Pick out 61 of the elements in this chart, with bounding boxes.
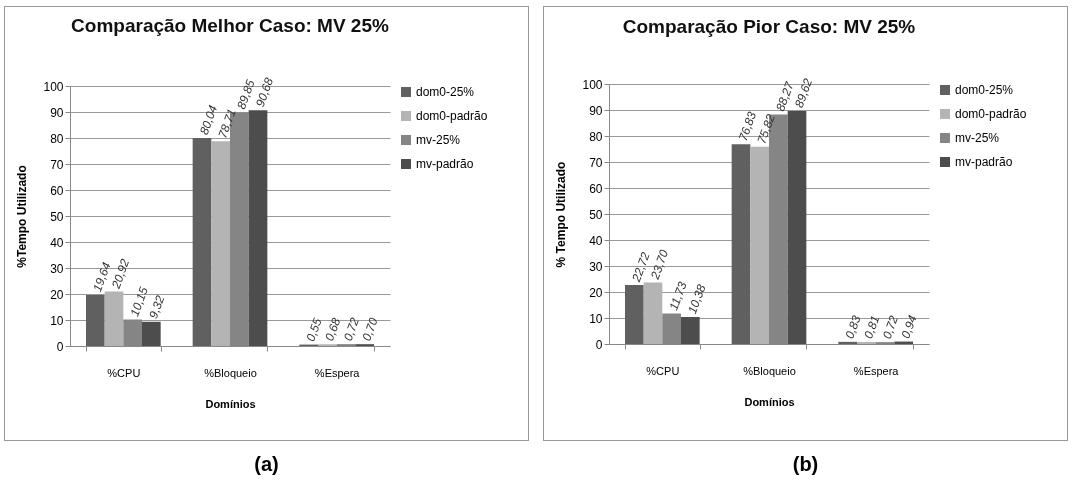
y-tick-label: 60 — [589, 181, 603, 196]
x-axis-title: Domínios — [205, 397, 256, 410]
bar — [750, 146, 769, 344]
legend-label: mv-25% — [416, 133, 461, 147]
y-tick-label: 80 — [50, 131, 64, 146]
legend-label: dom0-25% — [416, 85, 475, 99]
y-tick-label: 90 — [589, 103, 603, 118]
bar — [211, 141, 230, 346]
data-label: 0,55 — [303, 316, 325, 344]
y-tick-label: 40 — [589, 233, 603, 248]
y-tick-label: 70 — [589, 155, 603, 170]
bar — [643, 282, 663, 344]
x-tick-label: %Espera — [853, 364, 900, 377]
legend-label: mv-25% — [955, 131, 1000, 145]
legend-label: dom0-padrão — [955, 107, 1027, 121]
y-tick-label: 100 — [43, 79, 64, 94]
x-tick-label: %Bloqueio — [204, 366, 257, 379]
bar — [681, 317, 700, 344]
legend-label: dom0-25% — [955, 83, 1014, 97]
chart-title: Comparação Pior Caso: MV 25% — [622, 15, 916, 37]
y-tick-label: 20 — [589, 285, 603, 300]
x-tick-label: %CPU — [107, 366, 141, 379]
y-tick-label: 100 — [582, 77, 603, 92]
y-tick-label: 40 — [50, 235, 64, 250]
y-tick-label: 90 — [50, 105, 64, 120]
y-tick-label: 10 — [589, 311, 603, 326]
bar — [104, 291, 124, 346]
legend-label: mv-padrão — [416, 157, 474, 171]
y-axis-title: %Tempo Utilizado — [15, 165, 30, 268]
y-tick-label: 10 — [50, 313, 64, 328]
legend-label: mv-padrão — [955, 155, 1013, 169]
y-tick-label: 80 — [589, 129, 603, 144]
bar — [86, 294, 105, 346]
chart-title: Comparação Melhor Caso: MV 25% — [71, 15, 389, 37]
bar — [192, 137, 212, 346]
x-tick-label: %CPU — [646, 364, 680, 377]
x-tick-label: %Bloqueio — [743, 364, 796, 377]
y-tick-label: 50 — [50, 209, 64, 224]
bar — [838, 341, 857, 344]
bar — [731, 144, 751, 344]
y-tick-label: 50 — [589, 207, 603, 222]
bar — [857, 341, 876, 344]
y-axis-title: % Tempo Utilizado — [554, 161, 569, 268]
y-tick-label: 30 — [589, 259, 603, 274]
x-axis-title: Domínios — [744, 395, 795, 408]
text: (a) — [254, 453, 279, 476]
legend-label: dom0-padrão — [416, 109, 488, 123]
text: (b) — [792, 453, 819, 476]
y-tick-label: 20 — [50, 287, 64, 302]
y-tick-label: 30 — [50, 261, 64, 276]
data-label: 89,62 — [791, 76, 816, 110]
bar — [142, 321, 161, 346]
data-label: 0,83 — [842, 313, 864, 341]
bar — [787, 110, 807, 344]
bar — [248, 110, 268, 346]
x-tick-label: %Espera — [314, 366, 361, 379]
y-tick-label: 0 — [56, 339, 64, 354]
y-tick-label: 0 — [595, 337, 603, 352]
bar — [625, 284, 644, 344]
y-tick-label: 60 — [50, 183, 64, 198]
y-tick-label: 70 — [50, 157, 64, 172]
